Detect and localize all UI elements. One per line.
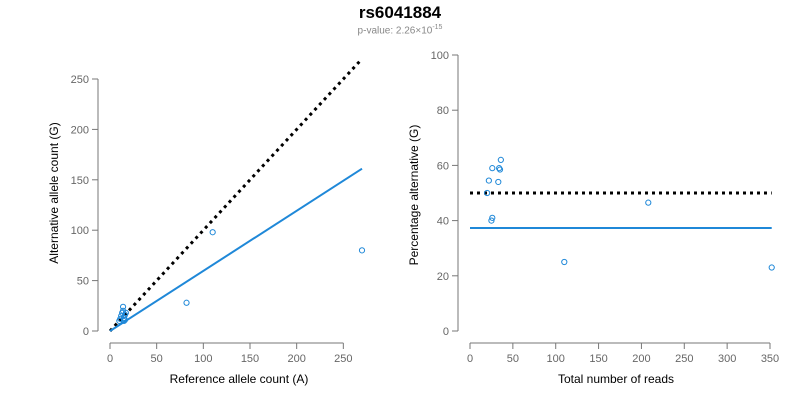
- y-axis-title: Percentage alternative (G): [407, 125, 421, 266]
- y-tick-label: 250: [71, 74, 89, 86]
- x-tick-label: 100: [194, 353, 212, 365]
- data-point: [121, 316, 129, 324]
- x-tick-label: 0: [107, 353, 113, 365]
- x-tick-label: 200: [632, 353, 650, 365]
- x-tick-label: 350: [761, 353, 779, 365]
- p-value-text: p-value: 2.26×10: [357, 25, 433, 37]
- data-point: [120, 317, 128, 325]
- data-point: [358, 247, 366, 254]
- y-tick-label: 100: [71, 225, 89, 237]
- x-tick-label: 100: [547, 353, 565, 365]
- left-scatter-plot: 0 50 100 150 200 250 0 50 100 150 200 250 Reference …: [47, 57, 366, 386]
- x-axis-title: Reference allele count (A): [170, 372, 309, 386]
- data-point: [496, 166, 504, 173]
- data-point: [209, 229, 216, 236]
- p-value-exponent: -15: [432, 24, 443, 31]
- x-tick-label: 250: [675, 353, 693, 365]
- x-tick-label: 50: [507, 353, 519, 365]
- data-point: [488, 217, 495, 224]
- y-tick-label: 0: [83, 326, 89, 338]
- y-tick-label: 60: [437, 160, 449, 172]
- expected-ratio-line: [108, 57, 364, 333]
- y-tick-label: 20: [437, 271, 449, 283]
- data-point: [645, 199, 652, 206]
- y-tick-label: 50: [77, 276, 89, 288]
- x-tick-label: 50: [151, 353, 163, 365]
- y-tick-label: 0: [443, 326, 449, 338]
- x-tick-label: 250: [334, 353, 352, 365]
- y-tick-label: 100: [431, 50, 449, 62]
- p-value-subtitle: p-value: 2.26×10-15: [0, 24, 800, 36]
- x-axis-title: Total number of reads: [558, 372, 674, 386]
- y-tick-label: 150: [71, 175, 89, 187]
- data-point: [119, 303, 127, 310]
- data-point: [484, 189, 491, 197]
- data-point: [489, 214, 496, 221]
- data-point: [561, 258, 568, 266]
- data-point: [495, 178, 502, 186]
- x-tick-label: 0: [467, 353, 473, 365]
- y-tick-label: 40: [437, 216, 449, 228]
- fitted-ratio-line: [109, 167, 363, 332]
- data-point: [485, 177, 492, 184]
- data-point: [497, 156, 504, 163]
- x-tick-label: 150: [241, 353, 259, 365]
- x-tick-label: 300: [718, 353, 736, 365]
- right-scatter-plot: 0 20 40 60 80 100 0 50 100 150 200 250 300 350 Total n…: [407, 50, 779, 386]
- y-axis-title: Alternative allele count (G): [47, 122, 61, 263]
- y-tick-label: 80: [437, 105, 449, 117]
- x-tick-label: 150: [589, 353, 607, 365]
- x-tick-label: 200: [287, 353, 305, 365]
- data-point: [122, 309, 129, 316]
- y-tick-label: 200: [71, 124, 89, 136]
- data-point: [768, 264, 775, 271]
- data-point: [489, 165, 496, 172]
- chart-title: rs6041884: [358, 3, 442, 22]
- data-point: [183, 299, 190, 306]
